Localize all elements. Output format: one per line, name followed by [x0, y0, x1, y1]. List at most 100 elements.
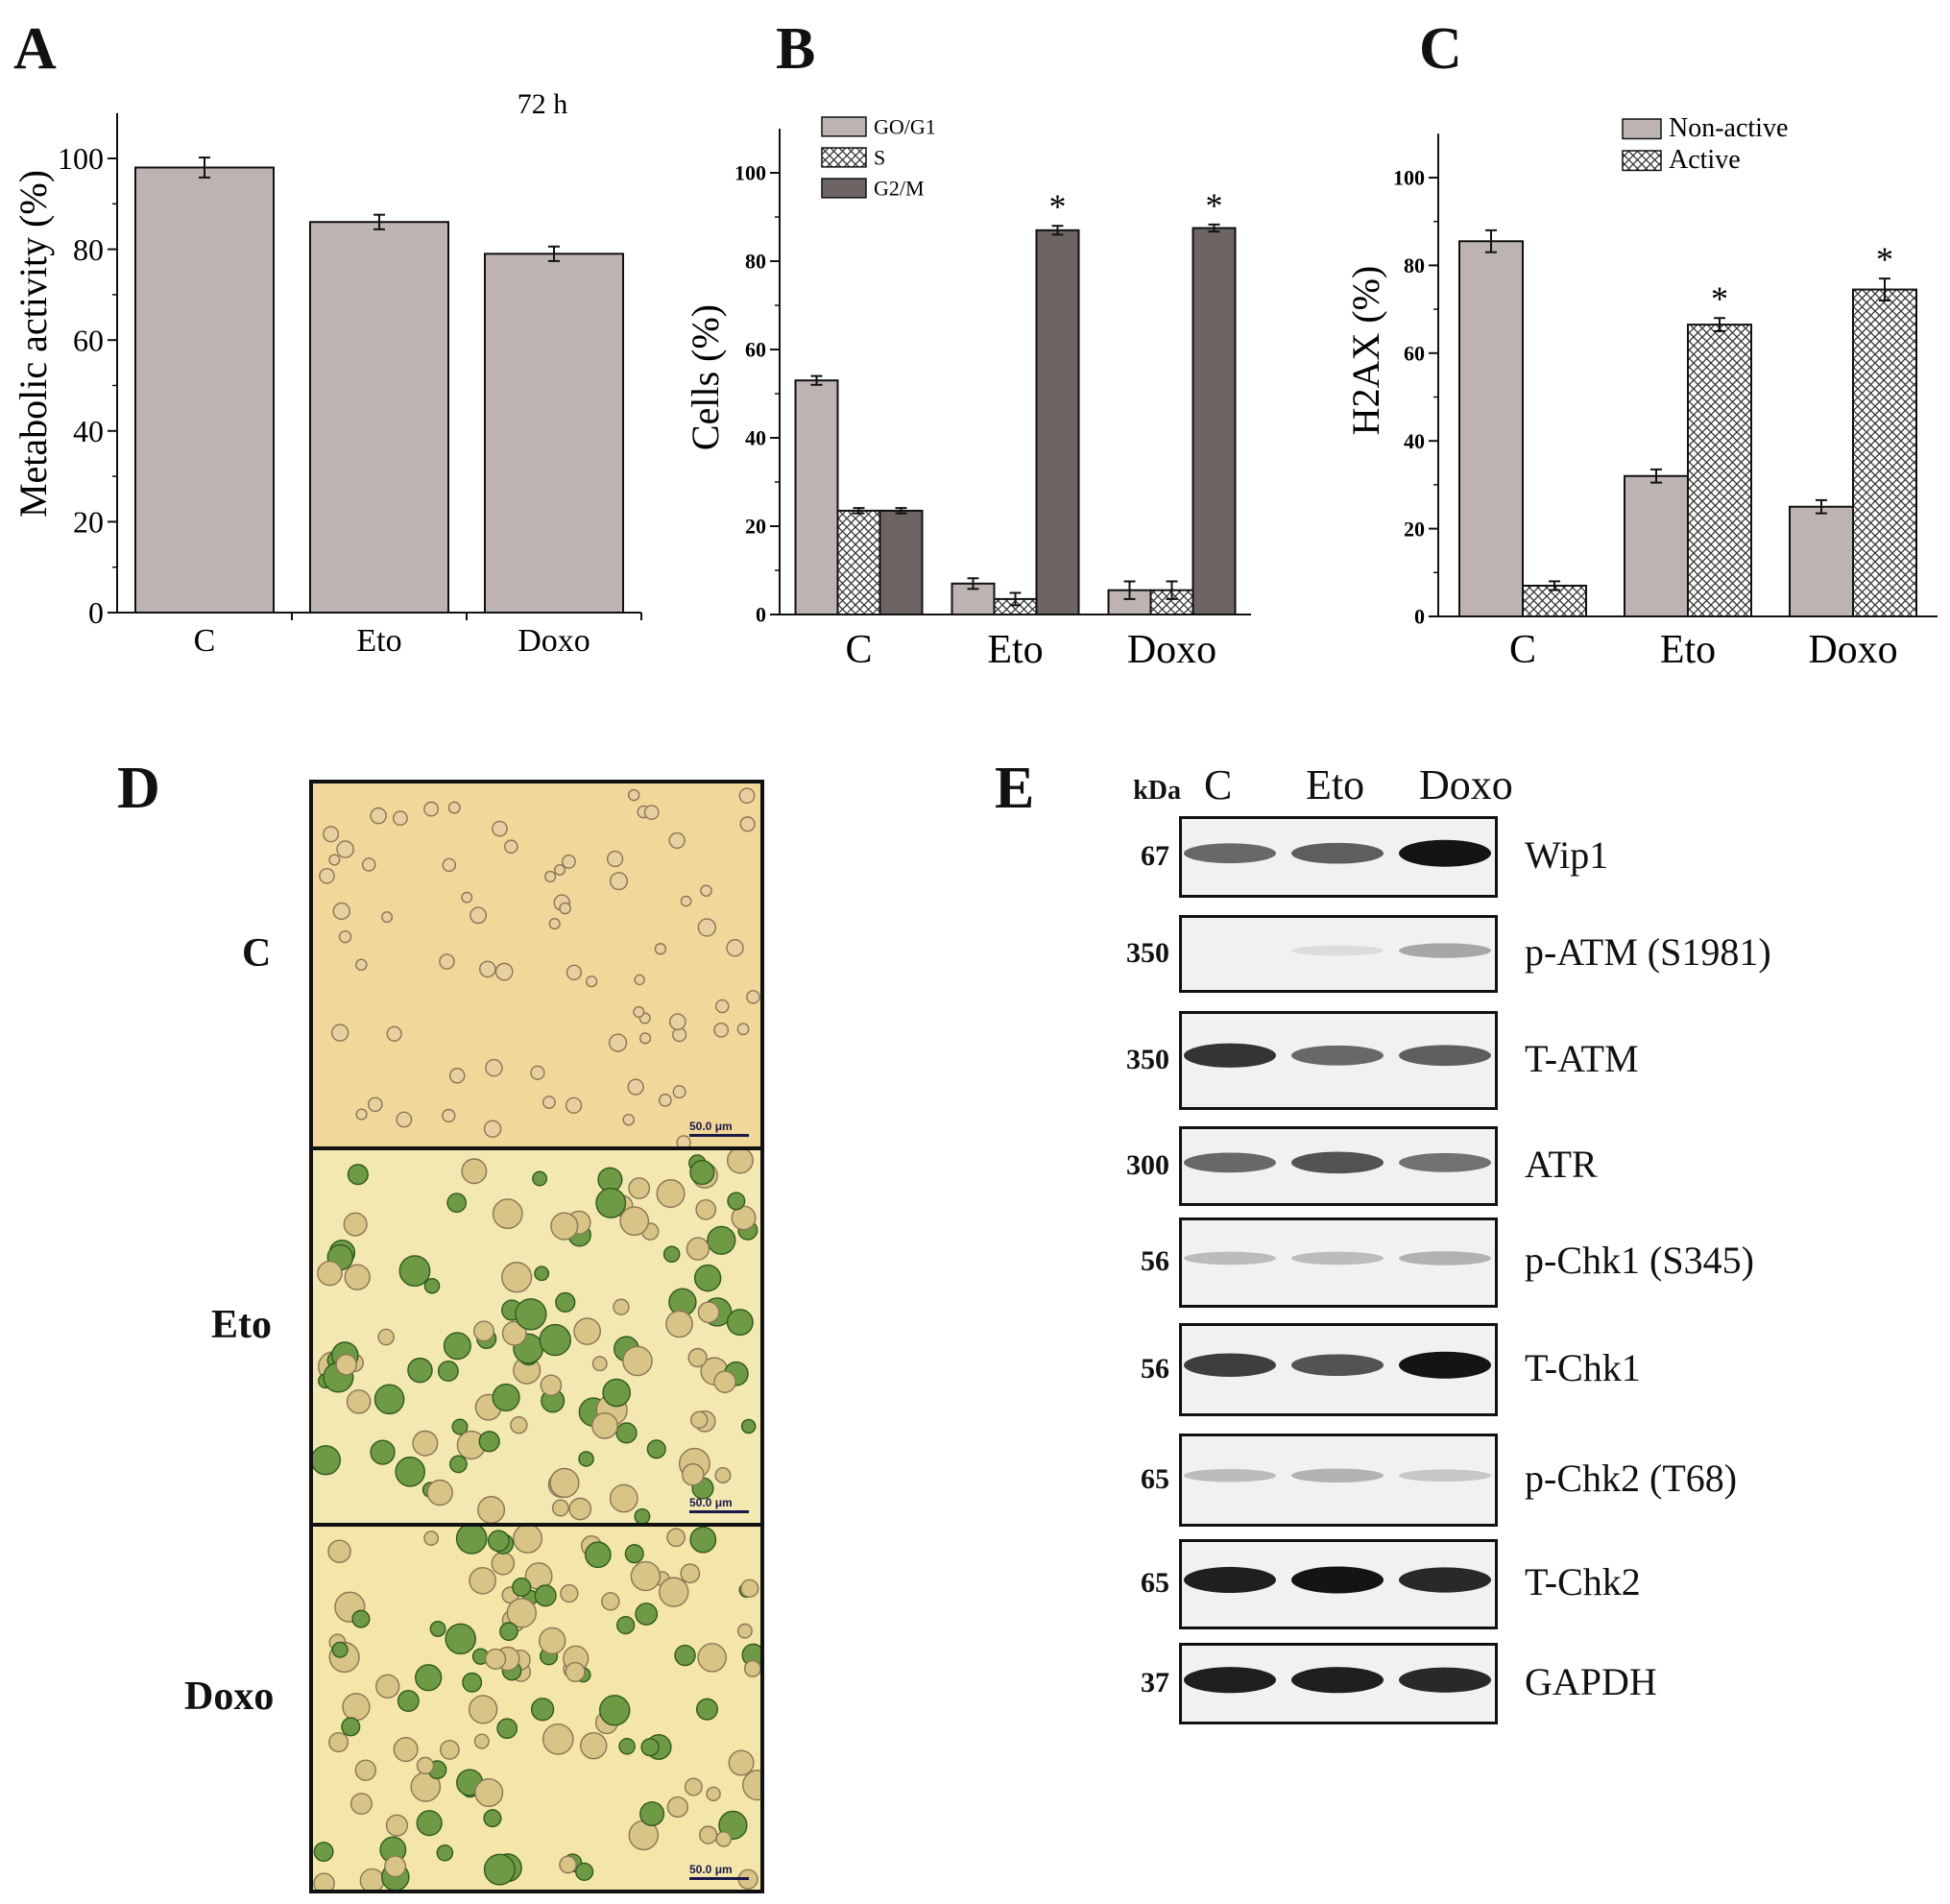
- cell: [355, 1108, 368, 1121]
- bar: [879, 509, 924, 616]
- cell-field: [319, 787, 760, 1146]
- cell: [726, 1309, 754, 1337]
- cell: [548, 918, 561, 930]
- cell: [609, 872, 629, 891]
- y-tick-label: 60: [745, 338, 766, 362]
- panel-label-c: C: [1419, 16, 1462, 82]
- cell: [643, 805, 660, 820]
- chart-panel-c: 0 20 40 60 80 100 H2AX (%) C * Eto * Doxo Non-active…: [1344, 113, 1938, 672]
- cell: [355, 958, 368, 972]
- legend-swatch: [1622, 118, 1662, 140]
- cell: [658, 1093, 672, 1107]
- cell: [684, 1777, 703, 1796]
- y-tick-label: 40: [73, 414, 104, 448]
- cell: [494, 962, 514, 981]
- x-tick-label: Doxo: [1808, 628, 1897, 672]
- micrograph-c: 50.0 μm: [309, 780, 764, 1150]
- cell: [714, 999, 730, 1014]
- cell: [530, 1698, 555, 1722]
- bar: [1852, 288, 1917, 617]
- cell: [630, 1560, 662, 1592]
- cell: [715, 1831, 733, 1847]
- y-tick-label: 100: [58, 141, 104, 176]
- band: [1399, 1469, 1491, 1482]
- cell: [416, 1810, 443, 1837]
- cell: [608, 1033, 628, 1052]
- cell: [446, 1193, 468, 1214]
- cell: [591, 1356, 608, 1372]
- cell: [396, 1111, 413, 1128]
- cell: [549, 1467, 580, 1499]
- cell: [740, 1418, 757, 1434]
- band: [1399, 1251, 1491, 1265]
- cell: [377, 1328, 395, 1346]
- scale-bar-line: [689, 1134, 749, 1137]
- cell: [550, 1212, 579, 1241]
- band: [1399, 1045, 1491, 1067]
- protein-label: p-Chk2 (T68): [1525, 1456, 1738, 1500]
- cell: [584, 1541, 612, 1569]
- cell: [565, 1661, 586, 1682]
- cell: [332, 902, 350, 921]
- cell: [598, 1695, 631, 1726]
- cell: [668, 831, 686, 849]
- cell: [635, 1603, 659, 1626]
- cell: [714, 1467, 732, 1483]
- band: [1399, 943, 1491, 958]
- cell: [439, 953, 455, 970]
- cell: [686, 1237, 710, 1261]
- cell: [330, 1024, 349, 1042]
- cell: [575, 1862, 594, 1882]
- cell: [668, 1013, 686, 1031]
- blot-t-chk1: [1179, 1323, 1498, 1416]
- cell: [609, 1483, 638, 1513]
- cell: [436, 1844, 454, 1862]
- cell: [726, 1150, 754, 1174]
- bar: [309, 221, 449, 614]
- bar: [134, 166, 275, 615]
- cell: [740, 1579, 759, 1599]
- kda-value: 65: [1141, 1567, 1169, 1599]
- cell: [478, 1431, 500, 1453]
- cell: [455, 1527, 488, 1555]
- cell: [578, 1451, 594, 1467]
- protein-label: T-Chk1: [1525, 1345, 1641, 1389]
- band: [1291, 945, 1384, 956]
- cell: [351, 1609, 371, 1628]
- cell: [690, 1410, 709, 1430]
- cell: [628, 1177, 651, 1199]
- cell: [504, 839, 518, 855]
- cell: [323, 826, 340, 843]
- cell: [485, 1648, 507, 1671]
- bar: [794, 379, 839, 616]
- cell: [344, 1264, 371, 1290]
- chart-title: 72 h: [518, 88, 568, 120]
- cell: [680, 1563, 701, 1584]
- panel-label-e: E: [995, 756, 1035, 821]
- x-tick-label: Doxo: [518, 623, 590, 659]
- protein-label: Wip1: [1525, 832, 1609, 877]
- panel-label-b: B: [776, 16, 816, 82]
- protein-label: p-ATM (S1981): [1525, 929, 1771, 974]
- cell: [506, 1598, 538, 1628]
- cell: [319, 867, 335, 884]
- cell: [539, 1627, 566, 1655]
- y-tick-label: 0: [1414, 605, 1425, 629]
- y-tick-label: 80: [1404, 253, 1425, 277]
- scale-bar-line: [689, 1877, 749, 1880]
- cell: [491, 1552, 516, 1576]
- cell: [615, 1422, 638, 1444]
- chart-panel-b: 0 20 40 60 80 100 Cells (%) C * Eto * Doxo GO/G1 S G2/…: [684, 115, 1251, 672]
- cell: [461, 1158, 488, 1185]
- cell: [393, 1737, 419, 1763]
- y-tick-label: 20: [745, 515, 766, 539]
- significance-marker: *: [1876, 240, 1893, 278]
- legend-label: Active: [1669, 145, 1741, 175]
- cell: [336, 840, 354, 858]
- blot-bands: [1291, 943, 1491, 958]
- cell: [443, 1332, 471, 1361]
- blot-bands: [1184, 1151, 1491, 1174]
- cell: [539, 1323, 571, 1357]
- cell: [343, 1212, 368, 1237]
- lane-label: Eto: [1306, 761, 1365, 808]
